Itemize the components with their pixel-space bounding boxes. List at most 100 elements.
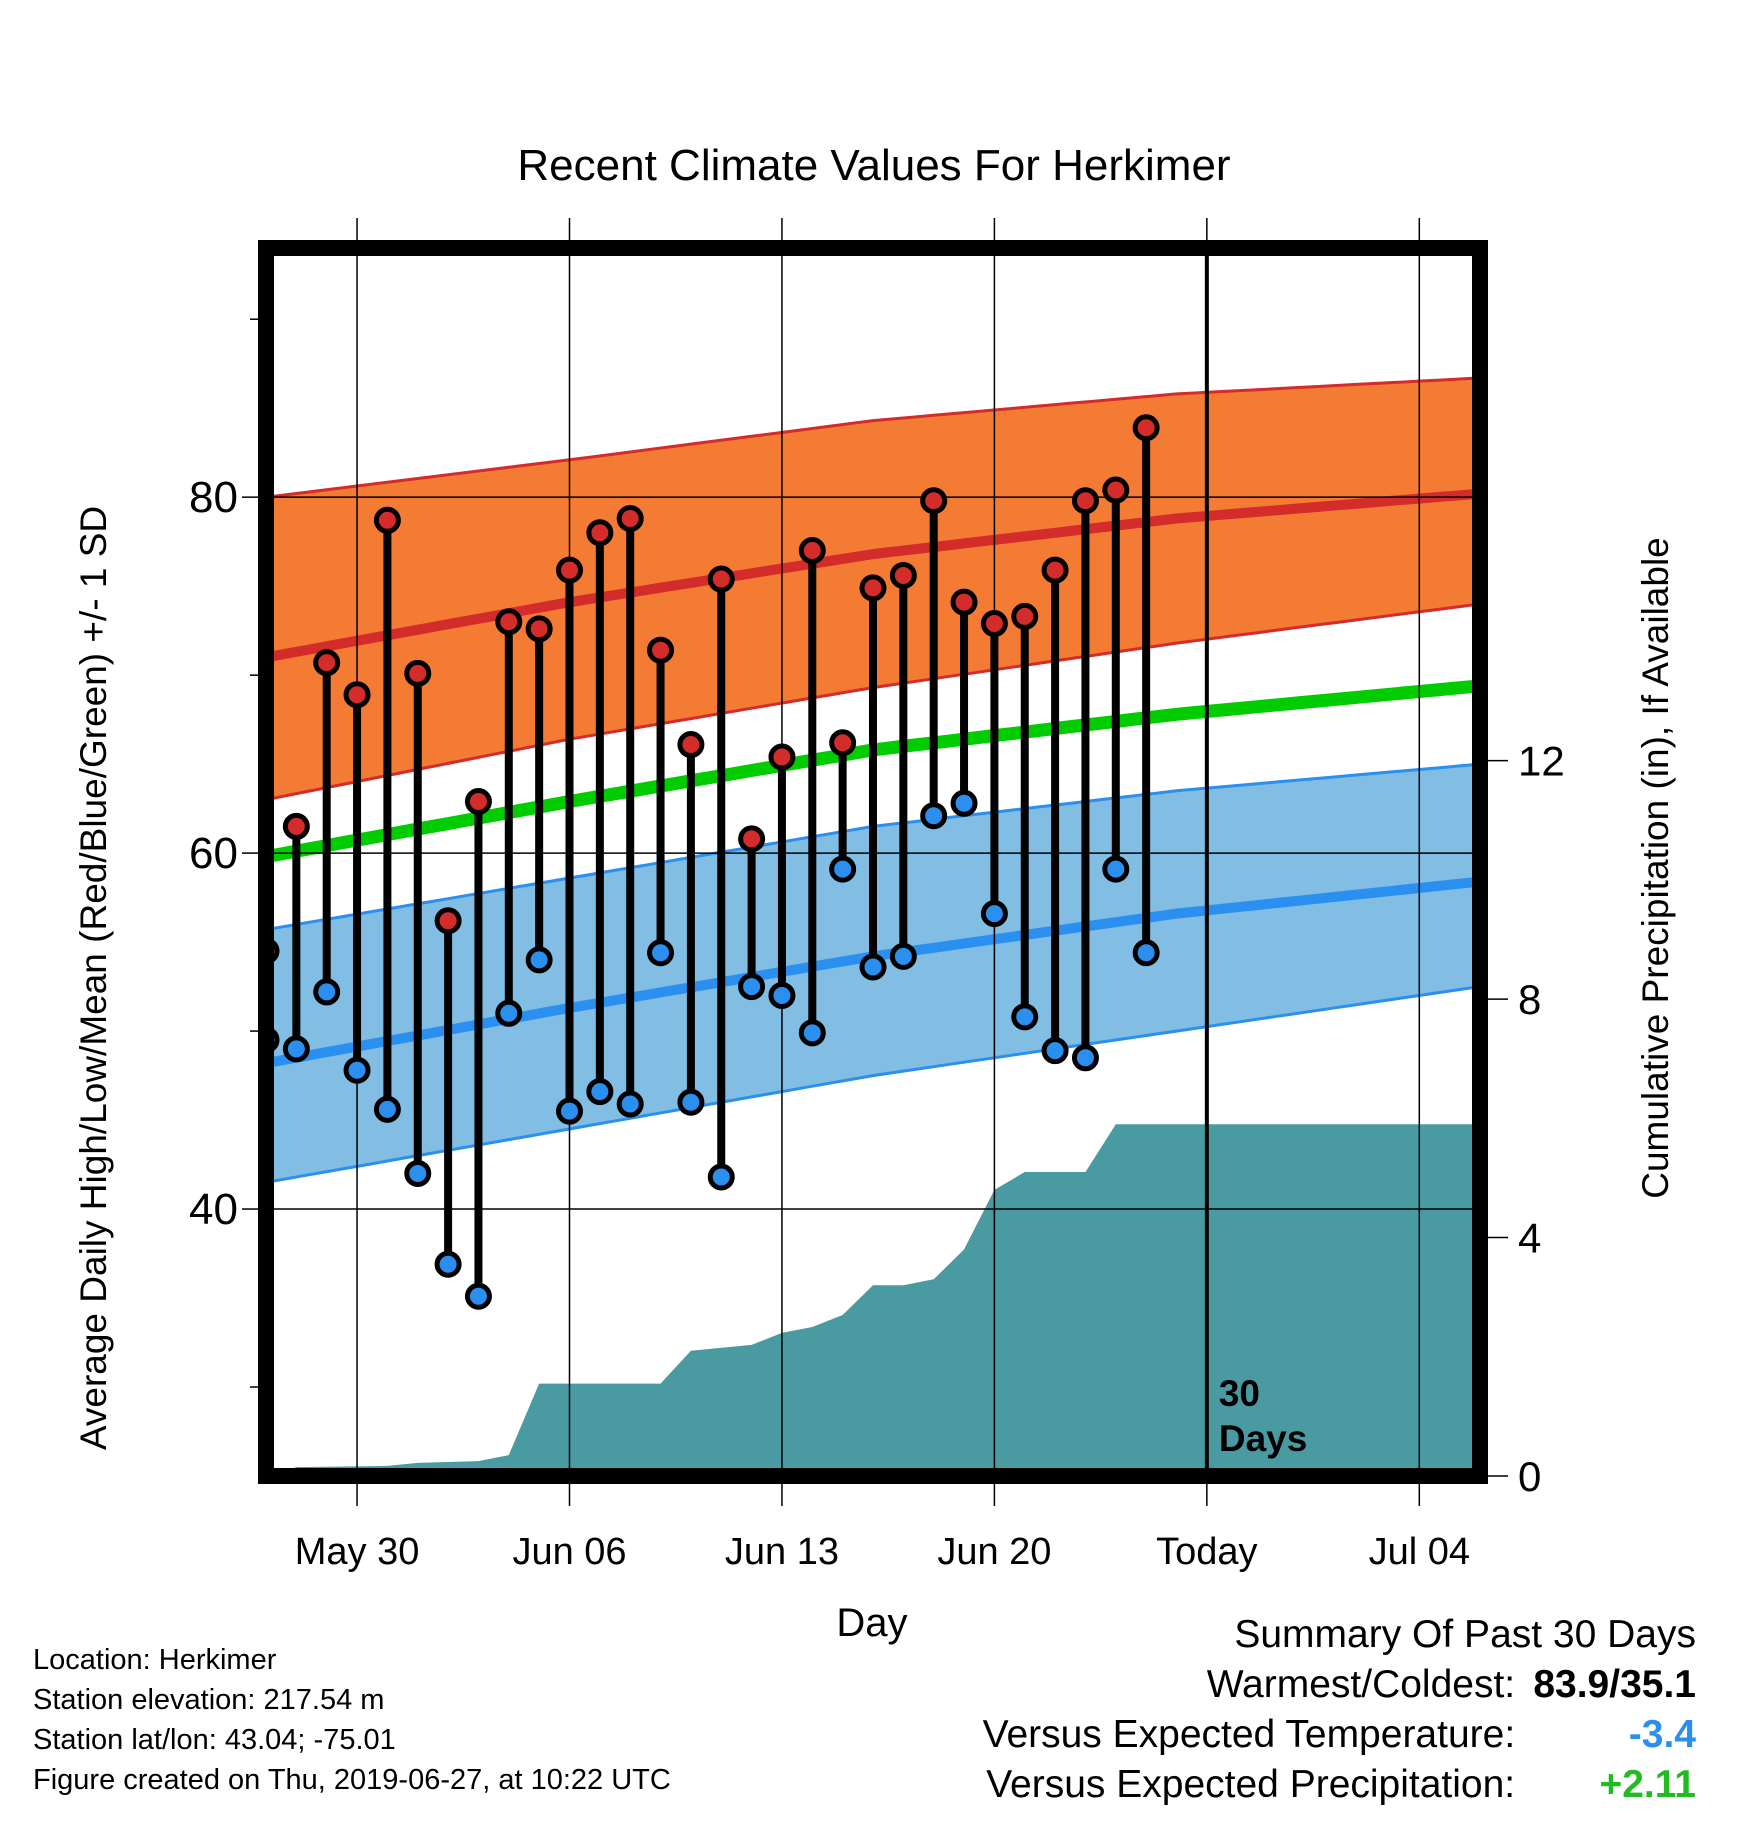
daily-low-marker: [556, 1097, 583, 1125]
daily-high-marker: [556, 556, 583, 584]
station-info: Location: Herkimer Station elevation: 21…: [33, 1640, 671, 1800]
daily-low-marker: [920, 802, 948, 830]
daily-high-marker: [404, 659, 432, 687]
daily-low-marker: [798, 1019, 826, 1047]
daily-high-marker: [829, 729, 857, 757]
daily-low-marker: [464, 1282, 492, 1310]
high-sd-band-upper-edge: [266, 376, 1480, 499]
today-annotation-days-count: 30: [1219, 1373, 1260, 1414]
daily-high-marker: [586, 519, 614, 547]
today-annotation-days-label: Days: [1219, 1418, 1307, 1459]
daily-low-marker: [1071, 1044, 1099, 1072]
daily-high-marker: [647, 636, 675, 664]
low-sd-band-lower-edge: [266, 985, 1480, 1184]
daily-low-marker: [1102, 855, 1130, 883]
daily-low-marker: [525, 946, 553, 974]
daily-high-marker: [616, 505, 644, 533]
temp-value: -3.4: [1628, 1713, 1696, 1756]
y-left-tick-label: 60: [189, 829, 238, 878]
daily-low-marker: [859, 953, 887, 981]
daily-low-marker: [586, 1078, 614, 1106]
daily-high-marker: [343, 681, 371, 709]
daily-low-marker: [1011, 1003, 1039, 1031]
summary-temp-row: Versus Expected Temperature: -3.4: [983, 1710, 1696, 1760]
daily-low-marker: [373, 1095, 401, 1123]
daily-high-marker: [373, 506, 401, 534]
daily-low-marker: [738, 973, 766, 1001]
info-created: Figure created on Thu, 2019-06-27, at 10…: [33, 1764, 671, 1796]
x-tick-label: Jun 20: [937, 1531, 1051, 1573]
x-tick-label: Jun 13: [725, 1531, 839, 1573]
plot-frame: [258, 240, 1488, 1484]
daily-high-marker: [282, 812, 310, 840]
y-left-tick-label: 80: [189, 473, 238, 522]
daily-low-marker: [1132, 939, 1160, 967]
daily-low-marker: [889, 942, 917, 970]
daily-low-marker: [282, 1035, 310, 1063]
daily-high-marker: [950, 588, 978, 616]
daily-high-marker: [313, 649, 341, 677]
daily-low-marker: [343, 1056, 371, 1084]
daily-low-marker: [768, 981, 796, 1009]
daily-high-marker: [1102, 476, 1130, 504]
daily-low-marker: [647, 939, 675, 967]
daily-high-marker: [920, 487, 948, 515]
warmest-label: Warmest/Coldest:: [1206, 1663, 1516, 1706]
info-elevation: Station elevation: 217.54 m: [33, 1684, 385, 1716]
daily-low-marker: [829, 855, 857, 883]
x-tick-label: Jul 04: [1369, 1531, 1470, 1573]
daily-high-marker: [434, 907, 462, 935]
warmest-value: 83.9/35.1: [1533, 1663, 1696, 1706]
y-left-tick-label: 40: [189, 1185, 238, 1234]
y-right-tick-label: 4: [1518, 1215, 1541, 1262]
axes: May 30 Jun 06 Jun 13 Jun 20 Today Jul 0440608…: [189, 218, 1565, 1573]
daily-high-marker: [1041, 556, 1069, 584]
daily-high-marker: [738, 825, 766, 853]
precip-label: Versus Expected Precipitation:: [986, 1763, 1516, 1806]
y-right-tick-label: 8: [1518, 976, 1541, 1023]
daily-high-marker: [980, 610, 1008, 638]
daily-low-marker: [404, 1159, 432, 1187]
daily-high-marker: [1011, 602, 1039, 630]
daily-high-marker: [889, 561, 917, 589]
daily-high-marker: [677, 731, 705, 759]
info-latlon: Station lat/lon: 43.04; -75.01: [33, 1724, 396, 1756]
daily-low-marker: [313, 978, 341, 1006]
y-right-tick-label: 0: [1518, 1453, 1541, 1500]
daily-low-marker: [495, 999, 523, 1027]
precip-value: +2.11: [1599, 1763, 1696, 1806]
daily-low-marker: [434, 1250, 462, 1278]
y-axis-label-right: Cumulative Precipitation (in), If Availa…: [1635, 537, 1676, 1199]
daily-low-marker: [707, 1163, 735, 1191]
daily-high-marker: [798, 537, 826, 565]
daily-low-marker: [950, 789, 978, 817]
info-location: Location: Herkimer: [33, 1644, 277, 1676]
daily-high-marker: [859, 574, 887, 602]
daily-low-marker: [677, 1088, 705, 1116]
daily-low-marker: [616, 1090, 644, 1118]
daily-high-marker: [707, 565, 735, 593]
y-axis-label-left: Average Daily High/Low/Mean (Red/Blue/Gr…: [73, 506, 114, 1450]
daily-high-marker: [1071, 487, 1099, 515]
x-tick-label: Jun 06: [512, 1531, 626, 1573]
daily-low-marker: [1041, 1037, 1069, 1065]
summary-heading: Summary Of Past 30 Days: [1234, 1613, 1696, 1656]
normal-high-line: [266, 488, 1480, 663]
y-right-tick-label: 12: [1518, 738, 1565, 785]
daily-low-marker: [980, 900, 1008, 928]
daily-high-marker: [525, 615, 553, 643]
daily-high-marker: [495, 608, 523, 636]
summary-panel: Summary Of Past 30 Days Warmest/Coldest:…: [983, 1610, 1696, 1810]
daily-high-marker: [464, 787, 492, 815]
chart-title: Recent Climate Values For Herkimer: [517, 141, 1230, 190]
x-axis-label: Day: [836, 1601, 907, 1645]
temp-label: Versus Expected Temperature:: [982, 1713, 1516, 1756]
summary-warmest-row: Warmest/Coldest: 83.9/35.1: [983, 1660, 1696, 1710]
summary-precip-row: Versus Expected Precipitation: +2.11: [983, 1760, 1696, 1810]
x-tick-label: Today: [1156, 1531, 1257, 1573]
daily-high-marker: [1132, 414, 1160, 442]
x-tick-label: May 30: [295, 1531, 420, 1573]
